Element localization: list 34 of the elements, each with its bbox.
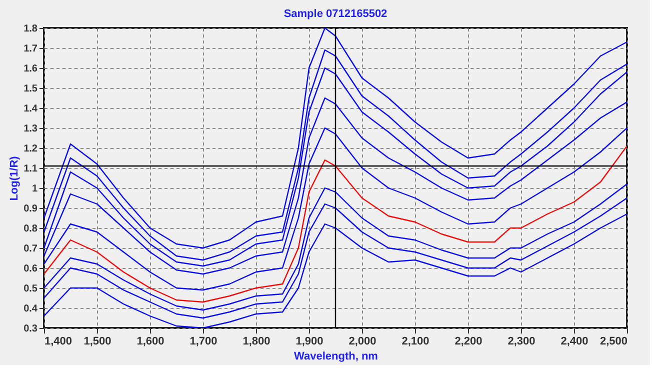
x-tick-label: 1,800 [242,336,270,348]
x-tick-label: 2,300 [508,336,536,348]
y-tick-label: 0.7 [24,244,38,254]
x-tick-label: 2,400 [560,336,588,348]
x-tick-label: 2,000 [348,336,376,348]
line-series [44,97,627,275]
x-tick-label: 1,900 [296,336,324,348]
x-tick-label: 1,600 [136,336,164,348]
y-tick-label: 1.2 [24,144,38,154]
x-tick-label: 2,500 [600,336,628,348]
y-tick-label: 1.8 [24,24,38,34]
y-tick-label: 1.4 [24,104,38,114]
y-tick-label: 1.7 [24,44,38,54]
y-tick-label: 0.4 [24,304,38,314]
y-tick-label: 0.9 [24,204,38,214]
x-tick-label: 1,500 [84,336,112,348]
line-series [44,127,627,291]
chart-title: Sample 0712165502 [284,8,388,20]
y-axis-title: Log(1/R) [8,156,21,201]
x-axis-title: Wavelength, nm [294,350,378,362]
y-tick-label: 1 [32,184,38,194]
y-tick-label: 0.8 [24,224,38,234]
y-tick-label: 1.1 [24,164,38,174]
line-series [44,145,627,303]
y-tick-label: 0.6 [24,264,38,274]
y-tick-label: 1.5 [24,84,38,94]
y-tick-label: 1.6 [24,64,38,74]
x-tick-label: 2,200 [454,336,482,348]
x-tick-label: 1,700 [190,336,218,348]
y-tick-label: 0.3 [24,324,38,334]
x-tick-label: 2,100 [402,336,430,348]
x-tick-label: 1,400 [44,336,72,348]
y-tick-label: 1.3 [24,124,38,134]
y-tick-label: 0.5 [24,284,38,294]
